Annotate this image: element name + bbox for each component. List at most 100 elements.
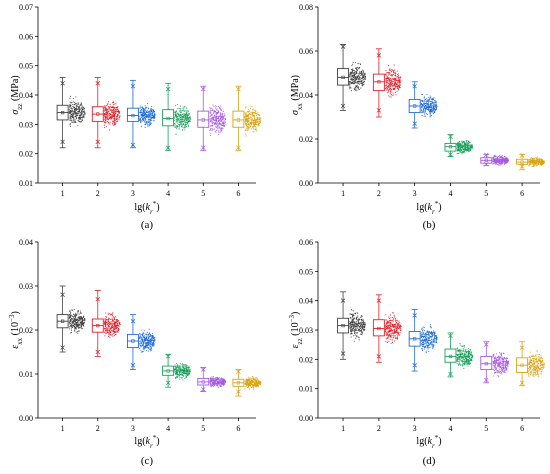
data-point (151, 336, 154, 338)
data-point (186, 370, 189, 372)
data-point (424, 107, 426, 109)
data-point (385, 86, 387, 88)
y-tick-label: 0.02 (299, 135, 313, 144)
data-point (212, 385, 215, 387)
data-point (392, 72, 395, 74)
data-point (78, 330, 80, 332)
data-point (359, 79, 361, 81)
data-point (254, 113, 256, 115)
data-point (422, 105, 424, 107)
data-point (174, 364, 176, 366)
data-point (217, 123, 219, 125)
data-point (75, 116, 77, 118)
data-point (113, 120, 115, 122)
data-point (217, 119, 220, 121)
data-point (212, 383, 214, 385)
data-point (146, 340, 149, 342)
data-point (246, 380, 248, 382)
data-point (215, 132, 217, 134)
data-point (148, 336, 150, 338)
data-point (153, 109, 155, 112)
data-point (349, 86, 351, 88)
data-point (217, 387, 219, 389)
data-point (393, 70, 395, 73)
data-point (219, 123, 221, 126)
data-point (251, 381, 253, 383)
data-point (70, 102, 72, 104)
data-point (81, 113, 83, 115)
data-point (77, 310, 79, 312)
data-point (244, 107, 247, 109)
data-point (139, 108, 141, 110)
data-point (353, 71, 356, 73)
data-point (77, 330, 79, 333)
data-point (466, 142, 468, 144)
data-point (73, 113, 75, 115)
mean-marker (448, 145, 453, 149)
data-point (351, 68, 354, 70)
data-point (364, 76, 366, 78)
data-point (153, 341, 155, 343)
data-point (247, 128, 249, 130)
data-point (426, 93, 428, 96)
data-point (492, 163, 494, 165)
data-point (255, 129, 257, 131)
data-point (220, 385, 222, 387)
data-point (498, 159, 500, 162)
data-point (356, 79, 358, 81)
outlier-marker (448, 152, 453, 157)
data-point (436, 105, 438, 107)
data-point (223, 115, 225, 117)
data-point (352, 72, 354, 74)
data-point (218, 131, 220, 133)
data-point (68, 106, 71, 108)
data-point (248, 377, 250, 379)
data-point (211, 116, 214, 118)
data-point (146, 334, 148, 336)
data-point (530, 163, 532, 165)
data-point (209, 115, 211, 117)
data-point (385, 74, 387, 76)
data-point (395, 77, 397, 79)
data-point (352, 83, 355, 85)
data-point (83, 108, 85, 110)
data-point (214, 380, 216, 382)
data-point (187, 366, 189, 368)
data-point (535, 165, 537, 167)
data-point (357, 88, 359, 90)
data-point (530, 157, 532, 159)
data-point (435, 109, 437, 111)
data-point (434, 111, 436, 113)
data-point (252, 128, 254, 130)
data-point (357, 68, 359, 70)
data-point (535, 157, 537, 159)
data-point (178, 370, 180, 372)
data-point (154, 113, 156, 115)
box-group-6 (232, 369, 262, 397)
data-point (251, 382, 253, 384)
x-tick-label: 3 (413, 424, 417, 433)
data-point (245, 128, 247, 130)
data-point (174, 114, 177, 116)
data-point (356, 90, 358, 92)
data-point (150, 349, 153, 351)
data-point (466, 147, 468, 149)
data-point (537, 158, 539, 160)
data-point (255, 109, 257, 111)
data-point (250, 107, 252, 110)
data-point (219, 123, 221, 125)
data-point (113, 112, 115, 114)
outlier-marker (519, 153, 525, 158)
data-point (142, 351, 144, 353)
box-iqr (444, 142, 457, 152)
data-point (216, 377, 218, 379)
data-point (353, 340, 355, 342)
data-point (349, 74, 351, 76)
data-point (178, 118, 180, 120)
data-point (153, 337, 155, 339)
data-point (212, 380, 214, 382)
data-point (182, 363, 184, 366)
data-point (81, 321, 83, 323)
data-point (218, 126, 220, 128)
data-point (151, 111, 153, 113)
